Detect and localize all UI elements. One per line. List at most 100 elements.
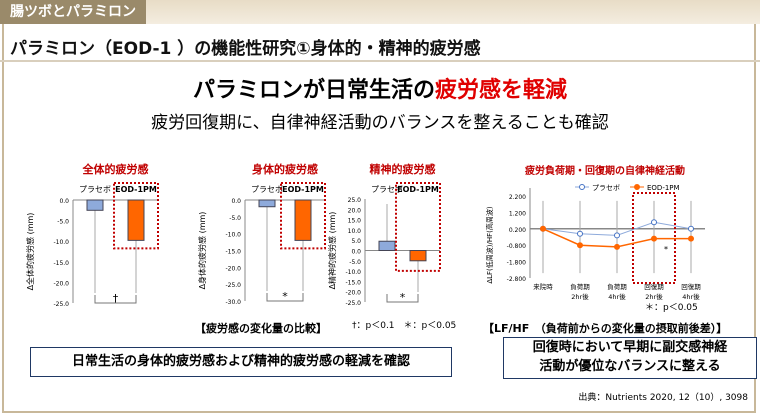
tick-label: -25.0 (225, 282, 241, 289)
section-tag: 腸ツボとパラミロン (0, 0, 146, 24)
x-tick-label: 回復期 (644, 282, 664, 291)
x-tick-label: 負荷期 (570, 282, 590, 291)
chart-title: 全体的疲労感 (82, 162, 149, 176)
headline-part2: 疲労感を軽減 (435, 78, 568, 103)
conclusion-right-line2: 活動が優位なバランスに整える (539, 359, 721, 374)
bar-eod (294, 199, 312, 241)
data-point (688, 235, 694, 242)
category-label: EOD-1PM (115, 185, 157, 194)
data-point (614, 243, 620, 250)
category-label: プラセボ (371, 185, 403, 194)
tick-label: -2.800 (507, 276, 527, 283)
tick-label: -20.0 (345, 290, 361, 297)
highlight-box (395, 182, 441, 272)
significance-mark: * (664, 245, 668, 254)
tick-label: -20.0 (225, 265, 241, 272)
tick-label: 0.200 (509, 227, 526, 234)
significance-bracket (386, 294, 419, 303)
x-tick-label: 来院時 (533, 282, 553, 291)
divider (0, 60, 760, 62)
legend-marker (634, 184, 640, 190)
conclusion-right: 回復時において早期に副交感神経 活動が優位なバランスに整える (503, 337, 757, 379)
significance-mark: * (282, 290, 288, 303)
x-tick-label: 4hr後 (682, 292, 700, 301)
category-label: プラセボ (251, 185, 283, 194)
slide-subtitle: パラミロン（EOD-1 ）の機能性研究①身体的・精神的疲労感 (10, 39, 481, 59)
tick-label: 1.200 (509, 210, 526, 217)
significance-legend: †：p＜0.1 ＊：p＜0.05 (352, 321, 457, 331)
tick-label: -30.0 (225, 299, 241, 306)
tick-label: -10.0 (345, 269, 361, 276)
y-axis-label: ΔLF(低周波)/HF(高周波) (485, 206, 494, 284)
legend-label: EOD-1PM (647, 184, 680, 192)
x-tick-label: 2hr後 (645, 292, 663, 301)
x-tick-label: 2hr後 (571, 292, 589, 301)
tick-label: 25.0 (348, 197, 362, 204)
chart-title: 身体的疲労感 (252, 162, 318, 176)
tick-label: 0.0 (59, 198, 69, 205)
note: 疲労回復期に、自律神経活動のバランスを整えることも確認 (151, 113, 609, 133)
bar-placebo (258, 199, 276, 208)
tick-label: 10.0 (348, 228, 362, 235)
bar-eod (127, 199, 145, 241)
category-label: プラセボ (79, 185, 111, 194)
tick-label: -5.0 (57, 219, 69, 226)
caption-right: 【LF/HF （負荷前からの変化量の摂取前後差）】 (483, 322, 728, 335)
tick-label: -5.0 (349, 259, 361, 266)
y-axis-label: Δ精神的疲労感 (mm) (327, 212, 337, 290)
y-axis-label: Δ身体的疲労感 (mm) (197, 212, 207, 290)
data-point (651, 219, 657, 226)
source: 出典：Nutrients 2020, 12（10）, 3098 (578, 393, 748, 403)
tick-label: -25.0 (345, 300, 361, 307)
x-tick-label: 4hr後 (608, 292, 626, 301)
conclusion-right-line1: 回復時において早期に副交感神経 (532, 340, 728, 355)
tick-label: -0.800 (507, 243, 527, 250)
data-point (540, 225, 546, 232)
highlight-box (632, 192, 676, 284)
significance-mark: † (113, 292, 119, 305)
chart-title: 精神的疲労感 (370, 162, 436, 176)
tick-label: 2.200 (509, 194, 526, 201)
top-bar: 腸ツボとパラミロン (0, 0, 760, 24)
highlight-box (280, 182, 326, 250)
tick-label: -20.0 (53, 280, 69, 287)
tick-label: -15.0 (345, 279, 361, 286)
tick-label: -15.0 (53, 260, 69, 267)
data-point (614, 232, 620, 239)
y-axis-label: Δ全体的疲労感 (mm) (25, 213, 35, 291)
data-point (688, 225, 694, 232)
caption-left: 【疲労感の変化量の比較】 (195, 322, 327, 335)
tick-label: -25.0 (53, 301, 69, 308)
headline: パラミロンが日常生活の疲労感を軽減 (0, 72, 760, 104)
legend-label: プラセボ (592, 184, 620, 192)
tick-label: -10.0 (53, 239, 69, 246)
highlight-box (113, 182, 159, 250)
tick-label: -15.0 (225, 249, 241, 256)
tick-label: -10.0 (225, 232, 241, 239)
chart-title: 疲労負荷期・回復期の自律神経活動 (525, 164, 685, 177)
headline-part1: パラミロンが日常生活の (192, 78, 435, 103)
conclusion-left: 日常生活の身体的疲労感および精神的疲労感の軽減を確認 (30, 347, 452, 377)
category-label: EOD-1PM (397, 185, 439, 194)
data-point (577, 230, 583, 237)
significance-bracket (266, 293, 304, 302)
significance-bracket (94, 295, 137, 304)
bar-placebo (86, 199, 104, 211)
bar-eod (409, 250, 427, 262)
tick-label: 5.0 (351, 238, 361, 245)
category-label: EOD-1PM (282, 185, 324, 194)
x-tick-label: 回復期 (681, 282, 701, 291)
bar-placebo (378, 240, 396, 251)
tick-label: 20.0 (348, 207, 362, 214)
tick-label: -1.800 (507, 260, 527, 267)
tick-label: -5.0 (229, 215, 241, 222)
charts: 全体的疲労感 Δ全体的疲労感 (mm) 0.0 -5.0 -10.0 -15.0 -20.0… (25, 162, 705, 308)
data-point (577, 242, 583, 249)
legend-marker (579, 184, 585, 190)
tick-label: 0.0 (351, 249, 361, 256)
significance-mark: * (400, 291, 406, 304)
tick-label: 15.0 (348, 218, 362, 225)
tick-label: 0.0 (231, 198, 241, 205)
line-significance: ＊：p＜0.05 (645, 303, 698, 313)
